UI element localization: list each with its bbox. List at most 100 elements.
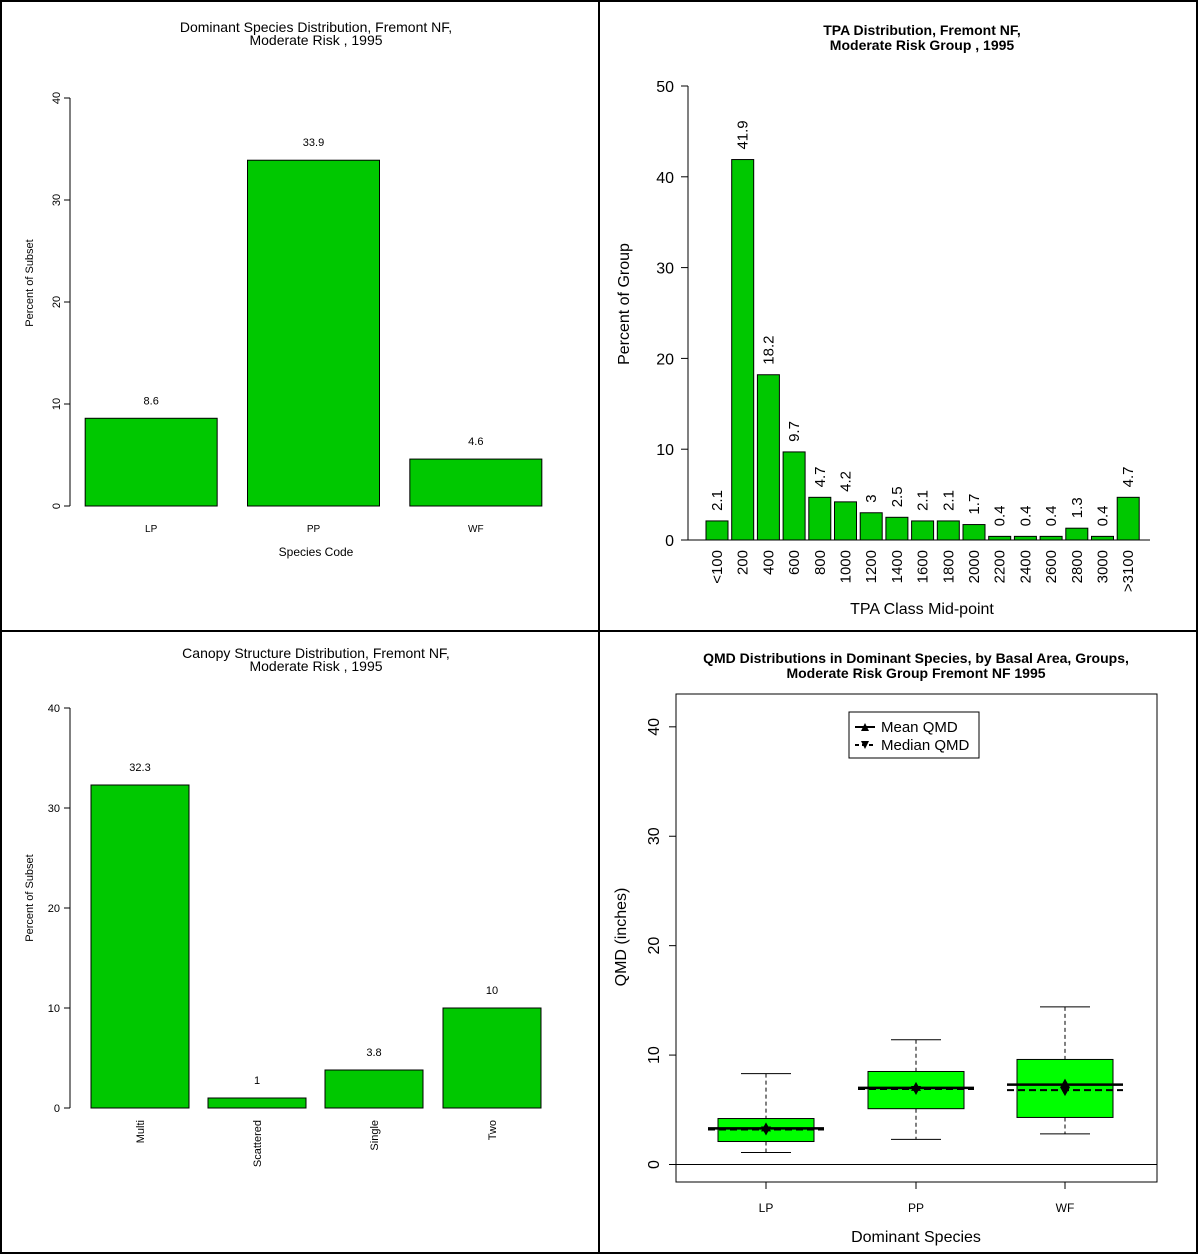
data-label: 2.5 <box>889 486 906 507</box>
y-tick-label: 40 <box>656 170 674 187</box>
y-tick-label: 10 <box>51 398 63 410</box>
data-label: 0.4 <box>1043 506 1060 527</box>
bar <box>706 521 728 540</box>
bar <box>410 459 542 506</box>
legend-median-label: Median QMD <box>881 737 970 754</box>
x-tick-label: 400 <box>760 550 777 575</box>
bar <box>91 785 189 1108</box>
bar <box>835 502 857 540</box>
bar <box>85 418 217 506</box>
y-tick-label: 30 <box>646 827 663 845</box>
data-label: 8.6 <box>144 395 159 407</box>
x-tick-label: 1400 <box>889 550 906 583</box>
data-label: 1.7 <box>966 494 983 515</box>
y-tick-label: 40 <box>646 718 663 736</box>
chart-subtitle: Moderate Risk Group Fremont NF 1995 <box>786 665 1045 681</box>
x-tick-label: LP <box>145 524 158 535</box>
bar <box>937 521 959 540</box>
x-tick-label: >3100 <box>1120 550 1137 592</box>
bar <box>809 497 831 540</box>
x-tick-label: 2200 <box>992 550 1009 583</box>
x-tick-label: 1000 <box>838 550 855 583</box>
y-tick-label: 30 <box>51 194 63 206</box>
y-tick-label: 0 <box>665 533 674 550</box>
bar <box>732 160 754 540</box>
bar <box>886 517 908 540</box>
data-label: 18.2 <box>760 336 777 365</box>
bar <box>1014 536 1036 540</box>
data-label: 0.4 <box>992 506 1009 527</box>
x-tick-label: Single <box>369 1120 381 1151</box>
data-label: 4.6 <box>468 436 483 448</box>
bar <box>757 375 779 540</box>
x-axis-label: Species Code <box>279 545 354 559</box>
bar <box>1066 528 1088 540</box>
y-tick-label: 0 <box>646 1160 663 1169</box>
y-tick-label: 0 <box>54 1103 60 1115</box>
bar <box>1040 536 1062 540</box>
data-label: 1.3 <box>1069 497 1086 518</box>
bar <box>783 452 805 540</box>
y-tick-label: 10 <box>48 1003 60 1015</box>
x-tick-label: 200 <box>735 550 752 575</box>
y-tick-label: 20 <box>646 937 663 955</box>
bar <box>1117 497 1139 540</box>
chart-subtitle: Moderate Risk Group , 1995 <box>830 37 1015 53</box>
data-label: 9.7 <box>786 421 803 442</box>
x-tick-label: 1200 <box>863 550 880 583</box>
y-tick-label: 30 <box>48 803 60 815</box>
y-axis-label: Percent of Subset <box>24 239 36 326</box>
x-tick-label: 600 <box>786 550 803 575</box>
y-tick-label: 30 <box>656 261 674 278</box>
legend-mean-label: Mean QMD <box>881 719 958 736</box>
x-tick-label: Scattered <box>252 1120 264 1167</box>
x-axis-label: Dominant Species <box>851 1229 981 1246</box>
y-tick-label: 0 <box>51 503 63 509</box>
data-label: 2.1 <box>709 490 726 511</box>
data-label: 3.8 <box>366 1047 381 1059</box>
chart-subtitle: Moderate Risk , 1995 <box>249 32 382 48</box>
data-label: 32.3 <box>129 762 150 774</box>
x-tick-label: 2800 <box>1069 550 1086 583</box>
bar <box>208 1098 306 1108</box>
bar <box>325 1070 423 1108</box>
x-tick-label: WF <box>468 524 484 535</box>
x-tick-label: 800 <box>812 550 829 575</box>
chart-title: TPA Distribution, Fremont NF, <box>823 22 1021 38</box>
y-tick-label: 40 <box>51 92 63 104</box>
y-tick-label: 50 <box>656 79 674 96</box>
data-label: 41.9 <box>735 120 752 149</box>
data-label: 0.4 <box>1095 506 1112 527</box>
qmd-boxplot-panel: QMD Distributions in Dominant Species, b… <box>598 630 1198 1254</box>
x-tick-label: 3000 <box>1095 550 1112 583</box>
bar <box>443 1008 541 1108</box>
data-label: 4.7 <box>1120 466 1137 487</box>
x-tick-label: 1600 <box>915 550 932 583</box>
bar <box>989 536 1011 540</box>
bar <box>912 521 934 540</box>
data-label: 2.1 <box>940 490 957 511</box>
x-tick-label: WF <box>1056 1201 1075 1215</box>
y-axis-label: Percent of Group <box>616 243 633 365</box>
chart-title: QMD Distributions in Dominant Species, b… <box>703 650 1129 666</box>
chart-subtitle: Moderate Risk , 1995 <box>249 658 382 674</box>
data-label: 0.4 <box>1017 506 1034 527</box>
data-label: 4.7 <box>812 466 829 487</box>
canopy-structure-panel: Canopy Structure Distribution, Fremont N… <box>0 630 600 1254</box>
bar <box>860 513 882 540</box>
x-tick-label: 2000 <box>966 550 983 583</box>
bar <box>963 525 985 540</box>
y-axis-label: QMD (inches) <box>613 888 630 987</box>
x-tick-label: Two <box>487 1120 499 1140</box>
x-tick-label: <100 <box>709 550 726 584</box>
canopy-structure-chart: Canopy Structure Distribution, Fremont N… <box>2 632 600 1254</box>
data-label: 33.9 <box>303 137 324 149</box>
tpa-distribution-panel: TPA Distribution, Fremont NF, Moderate Ri… <box>598 0 1198 632</box>
x-tick-label: PP <box>908 1201 924 1215</box>
data-label: 3 <box>863 494 880 502</box>
species-distribution-chart: Dominant Species Distribution, Fremont N… <box>2 2 600 632</box>
y-tick-label: 20 <box>656 351 674 368</box>
x-tick-label: Multi <box>135 1120 147 1143</box>
data-label: 2.1 <box>915 490 932 511</box>
x-axis-label: TPA Class Mid-point <box>850 601 994 618</box>
